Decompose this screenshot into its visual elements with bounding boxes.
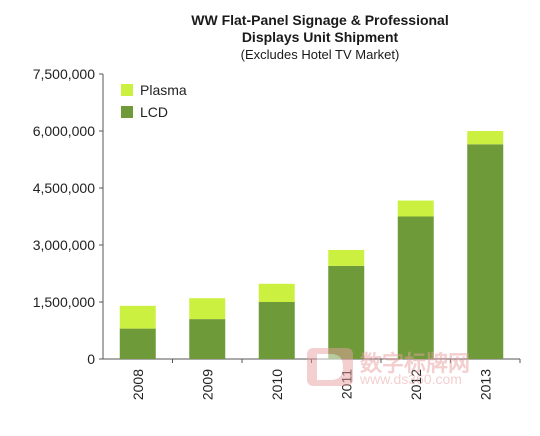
bar-lcd [119, 328, 156, 359]
watermark: 数字标牌网 www.ds360.com [305, 346, 510, 388]
chart-subtitle: (Excludes Hotel TV Market) [240, 47, 400, 62]
bar-lcd [467, 144, 504, 359]
legend-swatch [121, 84, 133, 96]
x-tick-label: 2008 [130, 369, 146, 400]
bar-plasma [119, 305, 156, 329]
y-tick-label: 4,500,000 [33, 180, 95, 196]
legend-label: Plasma [140, 82, 187, 98]
x-tick-label: 2010 [269, 369, 285, 400]
bar-lcd [397, 216, 434, 359]
bar-lcd [328, 265, 365, 359]
bar-plasma [328, 249, 365, 266]
y-tick-label: 7,500,000 [33, 66, 95, 82]
chart-title-block: WW Flat-Panel Signage & Professional Dis… [150, 12, 490, 63]
watermark-url: www.ds360.com [360, 371, 462, 387]
x-tick-label: 2009 [199, 369, 215, 400]
bar-plasma [467, 131, 504, 145]
x-tick-label: 2013 [477, 369, 493, 400]
plot-area: 7,500,000 6,000,000 4,500,000 3,000,000 1,50… [33, 66, 521, 400]
y-tick-label: 1,500,000 [33, 294, 95, 310]
legend-swatch [121, 106, 133, 118]
y-tick-label: 3,000,000 [33, 237, 95, 253]
chart-title-line-1: WW Flat-Panel Signage & Professional [191, 12, 449, 28]
x-tick-label: 2012 [408, 369, 424, 400]
legend-label: LCD [140, 104, 168, 120]
chart-title-line-2: Displays Unit Shipment [241, 29, 399, 45]
y-tick-label: 0 [87, 351, 95, 367]
bar-plasma [397, 200, 434, 217]
bar-plasma [258, 283, 295, 302]
bar-lcd [258, 302, 295, 359]
watermark-text: 数字标牌网 [360, 351, 471, 376]
y-tick-label: 6,000,000 [33, 123, 95, 139]
bar-plasma [189, 298, 226, 320]
bar-lcd [189, 319, 226, 359]
watermark-logo-icon [307, 348, 353, 386]
